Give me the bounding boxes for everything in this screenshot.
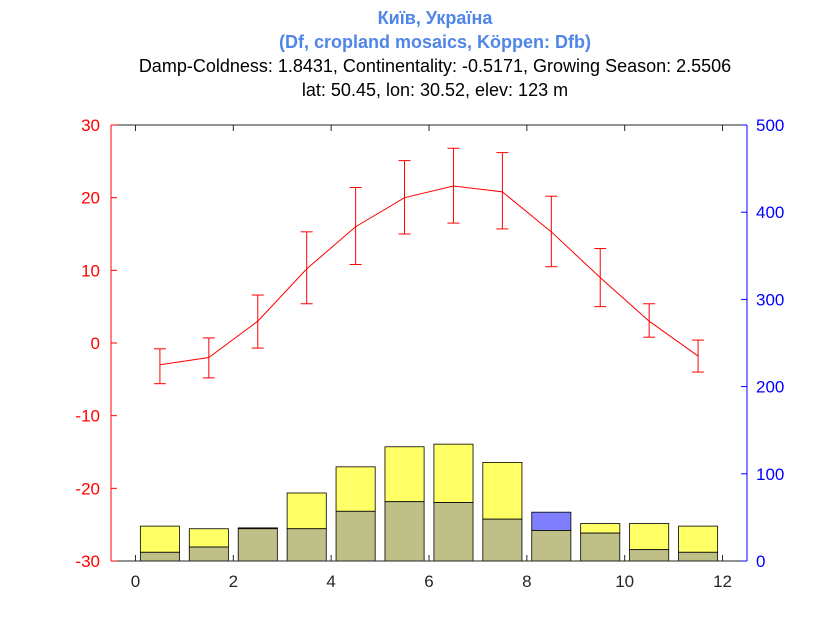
precipitation-bar: [335, 466, 376, 512]
precipitation-bar: [580, 523, 621, 534]
y-left-tick-label: 30: [81, 116, 100, 135]
precipitation-bar: [139, 525, 180, 553]
y-left-tick-label: -20: [75, 479, 100, 498]
chart-subtitle-line-2: lat: 50.45, lon: 30.52, elev: 123 m: [301, 80, 569, 100]
temperature-line: [159, 185, 699, 366]
y-left-tick-label: -10: [75, 407, 100, 426]
chart-titles: Київ, Україна (Df, cropland mosaics, Köp…: [0, 6, 840, 102]
y-right-tick-label: 400: [756, 203, 784, 222]
chart-title-line-2: (Df, cropland mosaics, Köppen: Dfb): [278, 32, 591, 52]
x-tick-label: 2: [229, 572, 238, 591]
x-tick-label: 4: [326, 572, 335, 591]
precipitation-bar: [286, 492, 327, 530]
evapotranspiration-bar: [531, 511, 572, 531]
overlap-bar: [139, 551, 180, 562]
x-tick-label: 6: [424, 572, 433, 591]
overlap-bar: [188, 546, 229, 562]
y-right-tick-label: 100: [756, 465, 784, 484]
precipitation-bar: [433, 443, 474, 503]
x-tick-label: 8: [522, 572, 531, 591]
y-left-tick-label: 0: [91, 334, 100, 353]
overlap-bar: [286, 528, 327, 562]
y-right-tick-label: 300: [756, 290, 784, 309]
bars-layer: [139, 443, 719, 562]
y-left-tick-label: -30: [75, 552, 100, 571]
x-tick-label: 0: [131, 572, 140, 591]
precipitation-bar: [678, 525, 719, 553]
y-right-tick-label: 500: [756, 116, 784, 135]
overlap-bar: [678, 551, 719, 562]
overlap-bar: [580, 532, 621, 562]
x-tick-label: 12: [713, 572, 732, 591]
overlap-bar: [531, 530, 572, 562]
precipitation-bar: [188, 528, 229, 548]
axes-layer: 0 2 4 6 8 10 12-30-20-100102030010020030040050…: [75, 116, 784, 591]
overlap-bar: [482, 518, 523, 562]
overlap-bar: [629, 549, 670, 562]
chart-title: Київ, Україна: [377, 8, 493, 28]
x-tick-label: 10: [615, 572, 634, 591]
temperature-layer: [153, 147, 705, 385]
y-left-tick-label: 20: [81, 189, 100, 208]
y-right-tick-label: 0: [756, 552, 765, 571]
precipitation-bar: [384, 446, 425, 503]
overlap-bar: [335, 510, 376, 562]
y-left-tick-label: 10: [81, 261, 100, 280]
plot-area: [111, 125, 747, 561]
y-right-tick-label: 200: [756, 378, 784, 397]
chart-subtitle: Damp-Coldness: 1.8431, Continentality: -…: [138, 56, 732, 76]
precipitation-bar: [482, 462, 523, 520]
overlap-bar: [237, 528, 278, 562]
precipitation-bar: [629, 523, 670, 551]
overlap-bar: [433, 502, 474, 562]
overlap-bar: [384, 501, 425, 562]
